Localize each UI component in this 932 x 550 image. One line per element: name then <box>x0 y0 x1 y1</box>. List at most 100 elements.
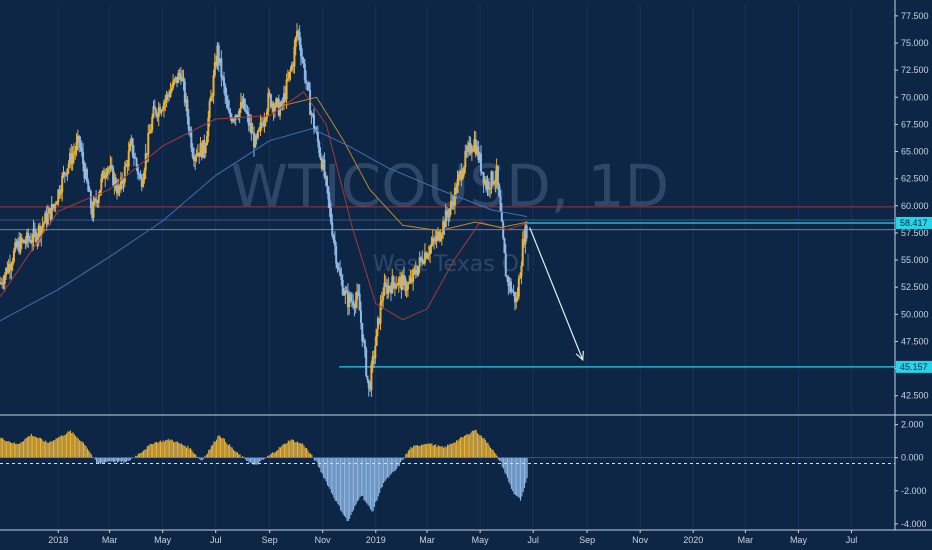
candle-body <box>55 202 58 205</box>
candle-body <box>100 178 103 190</box>
candle-body <box>209 96 212 102</box>
candle-body <box>456 179 459 193</box>
candle-body <box>28 239 31 241</box>
candle-body <box>365 348 368 376</box>
candle-body <box>61 175 64 193</box>
candle-body <box>465 151 468 153</box>
candle-body <box>401 275 404 290</box>
candle-body <box>169 91 172 97</box>
candle-body <box>269 94 272 108</box>
candle-body <box>396 284 399 286</box>
candle-body <box>222 77 225 86</box>
candle-body <box>323 159 326 177</box>
candle-body <box>78 135 81 143</box>
candle-body <box>474 139 477 155</box>
candle-body <box>324 176 327 178</box>
candle-body <box>289 69 292 72</box>
candle-body <box>386 284 389 295</box>
candle-body <box>168 95 171 97</box>
moving-average-line <box>281 96 528 232</box>
candle-body <box>414 269 417 274</box>
candle-body <box>395 285 398 289</box>
candle-body <box>192 156 195 161</box>
price-tick-label: 65.000 <box>901 147 929 157</box>
candle-body <box>232 118 235 122</box>
candle-body <box>373 356 376 359</box>
candle-body <box>93 198 96 202</box>
candle-body <box>387 285 390 295</box>
candle-body <box>277 98 280 116</box>
candle-body <box>175 76 178 83</box>
candle-body <box>213 61 216 76</box>
candle-body <box>233 118 236 120</box>
candle-body <box>502 221 505 239</box>
candle-body <box>307 82 310 91</box>
moving-average-line <box>0 91 528 321</box>
candle-body <box>195 155 198 157</box>
price-tags: 58.417 45.157 <box>896 216 932 373</box>
candle-body <box>303 63 306 80</box>
candles[interactable] <box>0 23 528 397</box>
candle-body <box>131 138 134 155</box>
candle-body <box>305 79 308 83</box>
candle-body <box>383 282 386 296</box>
candle-body <box>27 232 30 240</box>
candle-body <box>164 100 167 103</box>
candle-body <box>288 71 291 79</box>
candle-body <box>352 301 355 306</box>
time-tick-label: Nov <box>632 535 649 545</box>
candle-body <box>19 237 22 253</box>
candle-body <box>388 285 391 289</box>
candle-body <box>129 143 132 151</box>
candle-body <box>483 179 486 184</box>
time-tick-label: May <box>790 535 808 545</box>
oscillator-axis[interactable]: 2.000 0.000 -2.000 -4.000 <box>895 420 927 529</box>
candle-body <box>419 257 422 259</box>
projection-arrow[interactable] <box>529 227 584 362</box>
candle-body <box>138 174 141 176</box>
candle-body <box>328 199 331 209</box>
candle-body <box>5 267 8 276</box>
candle-body <box>0 282 2 284</box>
candle-body <box>22 240 25 242</box>
candle-body <box>130 138 133 144</box>
candle-body <box>24 242 27 244</box>
candle-body <box>339 269 342 276</box>
candle-body <box>44 213 47 223</box>
price-tick-label: 70.000 <box>901 92 929 102</box>
candle-body <box>292 64 295 67</box>
candle-body <box>346 292 349 308</box>
candle-body <box>215 61 218 66</box>
candle-body <box>341 279 344 295</box>
candle-body <box>363 340 366 349</box>
candle-body <box>45 213 48 225</box>
candle-body <box>366 375 369 380</box>
candle-body <box>374 345 377 359</box>
price-axis[interactable]: 77.500 75.000 72.500 70.000 67.500 65.000 62.5… <box>895 11 929 401</box>
candle-body <box>142 179 145 187</box>
candle-body <box>348 294 351 308</box>
candle-body <box>82 151 85 165</box>
candle-body <box>119 177 122 190</box>
candle-body <box>404 277 407 291</box>
candle-body <box>228 109 231 113</box>
candle-body <box>481 171 484 173</box>
candle-body <box>220 58 223 78</box>
candle-body <box>67 163 70 169</box>
candle-body <box>412 269 415 282</box>
candle-body <box>410 277 413 282</box>
candle-body <box>254 136 257 148</box>
candle-body <box>290 64 293 70</box>
candle-body <box>208 101 211 118</box>
candle-body <box>282 93 285 103</box>
price-tag-label: 45.157 <box>900 362 928 372</box>
candle-body <box>63 172 66 175</box>
candle-body <box>50 204 53 220</box>
candle-body <box>99 189 102 196</box>
candle-body <box>152 106 155 118</box>
candle-body <box>58 189 61 195</box>
candle-body <box>472 148 475 152</box>
candle-body <box>294 37 297 47</box>
time-axis[interactable]: 2018 Mar May Jul Sep Nov 2019 Mar May Jul Sep Nov 20… <box>48 530 857 545</box>
